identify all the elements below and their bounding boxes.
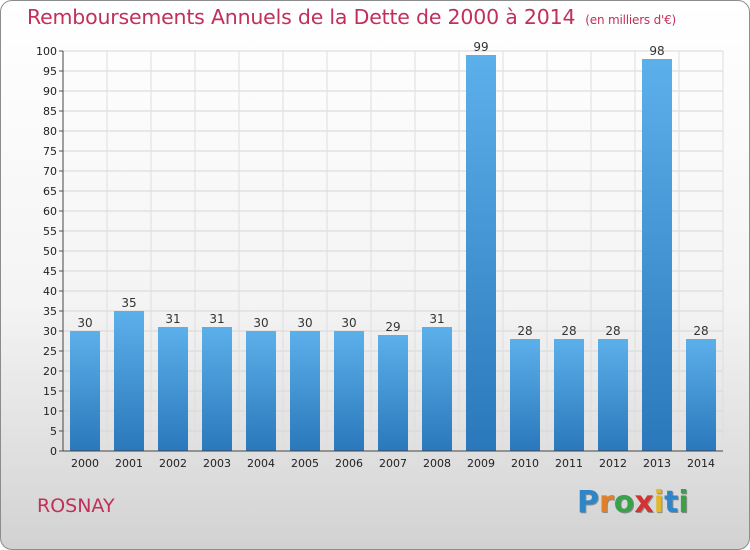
bar-2011 xyxy=(554,339,584,451)
y-tick-label: 10 xyxy=(43,405,57,418)
value-label-2009: 99 xyxy=(473,40,488,54)
x-tick-label-2000: 2000 xyxy=(71,457,99,470)
logo-letter: t xyxy=(664,485,679,520)
y-tick-label: 35 xyxy=(43,305,57,318)
y-tick-label: 45 xyxy=(43,265,57,278)
bar-2003 xyxy=(202,327,232,451)
x-tick-label-2010: 2010 xyxy=(511,457,539,470)
y-tick-label: 5 xyxy=(50,425,57,438)
value-label-2010: 28 xyxy=(517,324,532,338)
y-tick-label: 100 xyxy=(36,45,57,58)
y-tick-label: 30 xyxy=(43,325,57,338)
value-label-2000: 30 xyxy=(77,316,92,330)
y-tick-label: 85 xyxy=(43,105,57,118)
x-tick-label-2001: 2001 xyxy=(115,457,143,470)
value-label-2005: 30 xyxy=(297,316,312,330)
bar-2008 xyxy=(422,327,452,451)
value-label-2006: 30 xyxy=(341,316,356,330)
y-tick-label: 65 xyxy=(43,185,57,198)
value-label-2011: 28 xyxy=(561,324,576,338)
logo-letter: x xyxy=(634,485,654,520)
y-tick-label: 80 xyxy=(43,125,57,138)
logo-letter: o xyxy=(613,485,635,520)
logo-letter: i xyxy=(653,485,665,520)
value-label-2008: 31 xyxy=(429,312,444,326)
value-label-2007: 29 xyxy=(385,320,400,334)
bar-2009 xyxy=(466,55,496,451)
logo-letter: P xyxy=(577,485,599,520)
logo-letter: r xyxy=(599,485,614,520)
y-tick-label: 55 xyxy=(43,225,57,238)
y-tick-label: 75 xyxy=(43,145,57,158)
y-tick-label: 15 xyxy=(43,385,57,398)
y-tick-label: 50 xyxy=(43,245,57,258)
chart-title-text: Remboursements Annuels de la Dette de 20… xyxy=(27,5,576,29)
y-tick-label: 40 xyxy=(43,285,57,298)
value-label-2012: 28 xyxy=(605,324,620,338)
value-label-2001: 35 xyxy=(121,296,136,310)
value-label-2002: 31 xyxy=(165,312,180,326)
x-tick-label-2009: 2009 xyxy=(467,457,495,470)
value-label-2003: 31 xyxy=(209,312,224,326)
chart-title: Remboursements Annuels de la Dette de 20… xyxy=(27,5,676,29)
x-tick-label-2011: 2011 xyxy=(555,457,583,470)
logo-letter: i xyxy=(678,485,689,520)
y-tick-label: 25 xyxy=(43,345,57,358)
bar-2012 xyxy=(598,339,628,451)
bar-2000 xyxy=(70,331,100,451)
x-tick-label-2007: 2007 xyxy=(379,457,407,470)
value-label-2013: 98 xyxy=(649,44,664,58)
x-tick-label-2002: 2002 xyxy=(159,457,187,470)
axes: 0 5 10 15 20 25 30 35 40 45 50 55 60 65 70 75 80 85 90 95 10… xyxy=(36,45,723,470)
x-tick-label-2012: 2012 xyxy=(599,457,627,470)
y-tick-label: 95 xyxy=(43,65,57,78)
bar-2006 xyxy=(334,331,364,451)
bar-2007 xyxy=(378,335,408,451)
x-tick-label-2008: 2008 xyxy=(423,457,451,470)
bar-2004 xyxy=(246,331,276,451)
x-tick-label-2005: 2005 xyxy=(291,457,319,470)
bar-2001 xyxy=(114,311,144,451)
x-tick-label-2006: 2006 xyxy=(335,457,363,470)
value-label-2004: 30 xyxy=(253,316,268,330)
x-tick-label-2003: 2003 xyxy=(203,457,231,470)
y-tick-label: 20 xyxy=(43,365,57,378)
y-tick-label: 0 xyxy=(50,445,57,458)
bar-2005 xyxy=(290,331,320,451)
bar-2014 xyxy=(686,339,716,451)
y-tick-label: 70 xyxy=(43,165,57,178)
x-tick-label-2004: 2004 xyxy=(247,457,275,470)
value-label-2014: 28 xyxy=(693,324,708,338)
x-tick-label-2014: 2014 xyxy=(687,457,715,470)
x-tick-label-2013: 2013 xyxy=(643,457,671,470)
proxiti-logo: Proxiti xyxy=(577,485,689,520)
bars: 30 35 31 31 30 30 30 29 31 99 28 28 28 98 28 xyxy=(70,40,716,451)
y-tick-label: 60 xyxy=(43,205,57,218)
bar-2002 xyxy=(158,327,188,451)
bar-2013 xyxy=(642,59,672,451)
y-tick-label: 90 xyxy=(43,85,57,98)
bar-2010 xyxy=(510,339,540,451)
chart-unit: (en milliers d'€) xyxy=(585,13,677,27)
commune-name: ROSNAY xyxy=(37,495,115,517)
